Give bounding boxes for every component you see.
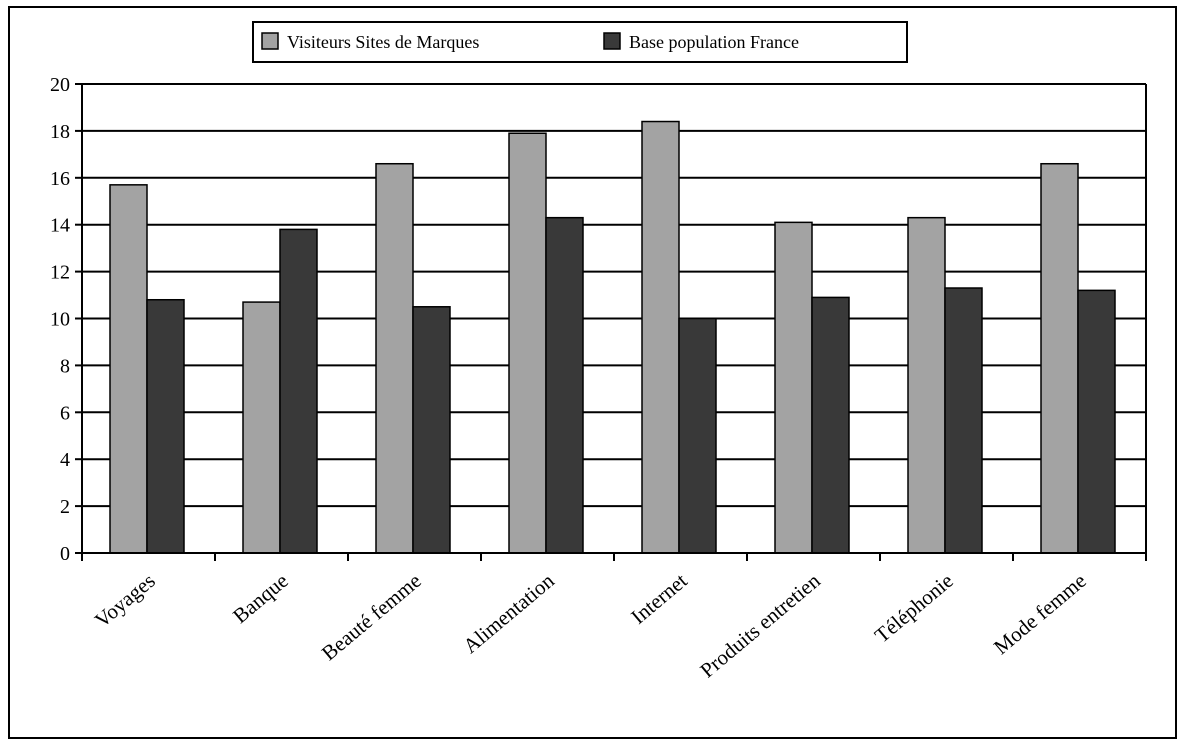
y-tick-label: 8 [60, 355, 70, 377]
bar-visiteurs [641, 120, 680, 554]
y-tick-label: 12 [50, 262, 70, 284]
x-tick-label: Beauté femme [317, 568, 426, 665]
bar-base-population [545, 216, 584, 554]
y-tick-label: 10 [50, 309, 70, 331]
y-tick-label: 4 [60, 449, 70, 471]
y-tick-label: 16 [50, 168, 70, 190]
bar-visiteurs [907, 216, 946, 554]
y-tick-labels: 0 2 4 6 8 10 12 14 16 18 20 [50, 74, 70, 565]
x-tick-label: Internet [626, 568, 692, 628]
bar-visiteurs [508, 132, 547, 554]
bar-base-population [811, 296, 850, 554]
x-tick-labels: Voyages Banque Beauté femme Alimentation Int… [90, 568, 1091, 682]
x-tick-label: Mode femme [989, 568, 1091, 659]
legend-label-visiteurs: Visiteurs Sites de Marques [287, 32, 479, 52]
y-tick-label: 0 [60, 543, 70, 565]
x-tick-label: Alimentation [458, 568, 559, 658]
bar-base-population [944, 287, 983, 554]
legend-box [252, 21, 908, 63]
x-tick-label: Voyages [90, 568, 160, 632]
y-tick-label: 2 [60, 496, 70, 518]
legend-swatch-visiteurs [261, 32, 279, 50]
bar-visiteurs [774, 221, 813, 554]
axes [75, 83, 1147, 561]
y-tick-label: 6 [60, 402, 70, 424]
legend-swatch-base-population [603, 32, 621, 50]
bar-visiteurs [1040, 162, 1079, 554]
y-tick-label: 18 [50, 121, 70, 143]
bar-base-population [412, 306, 451, 554]
legend-label-base-population: Base population France [629, 32, 799, 52]
y-tick-label: 14 [50, 215, 70, 237]
bar-visiteurs [242, 301, 281, 554]
bar-base-population [279, 228, 318, 554]
bar-base-population [1077, 289, 1116, 554]
gridlines [82, 83, 1146, 508]
bar-visiteurs [375, 162, 414, 554]
bars [109, 120, 1116, 554]
bar-visiteurs [109, 184, 148, 554]
y-tick-label: 20 [50, 74, 70, 96]
x-tick-label: Banque [228, 568, 293, 628]
bar-base-population [146, 298, 185, 554]
legend: Visiteurs Sites de Marques Base populati… [252, 21, 908, 63]
x-tick-label: Produits entretien [695, 568, 825, 682]
x-tick-label: Téléphonie [870, 568, 958, 647]
bar-base-population [678, 317, 717, 554]
